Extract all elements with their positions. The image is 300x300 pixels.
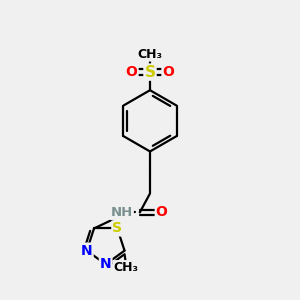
- Text: O: O: [162, 65, 174, 79]
- Text: NH: NH: [111, 206, 133, 219]
- Text: S: S: [112, 221, 122, 236]
- Text: N: N: [100, 257, 112, 271]
- Text: CH₃: CH₃: [137, 47, 163, 61]
- Text: O: O: [156, 206, 168, 219]
- Text: N: N: [81, 244, 93, 258]
- Text: S: S: [145, 64, 155, 80]
- Text: CH₃: CH₃: [113, 261, 139, 274]
- Text: O: O: [126, 65, 138, 79]
